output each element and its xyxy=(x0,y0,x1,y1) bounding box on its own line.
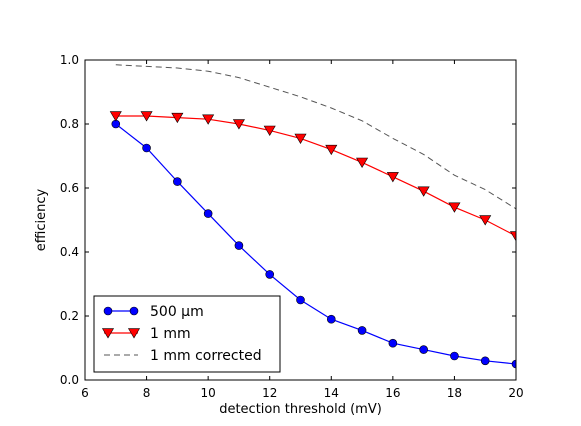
legend: 500 μm 1 mm 1 mm corrected xyxy=(93,295,281,373)
x-tick-label: 10 xyxy=(201,386,216,400)
x-tick-label: 6 xyxy=(81,386,89,400)
y-tick-label: 0.4 xyxy=(60,245,79,259)
series-line-2 xyxy=(115,115,516,237)
y-tick-label: 0.6 xyxy=(60,181,79,195)
data-point-2-8 xyxy=(325,144,338,156)
data-point-2-2 xyxy=(140,111,153,122)
data-point-1-5 xyxy=(234,241,244,250)
data-point-2-3 xyxy=(171,112,184,124)
data-point-2-9 xyxy=(356,157,369,168)
legend-label-3: 1 mm corrected xyxy=(150,348,262,364)
data-point-2-7 xyxy=(294,133,307,144)
x-axis-label: detection threshold (mV) xyxy=(219,402,382,417)
data-point-1-8 xyxy=(326,314,336,324)
series-line-3 xyxy=(115,64,516,210)
legend-marker-1-b xyxy=(129,306,139,316)
data-point-2-6 xyxy=(263,125,276,136)
legend-marker-2-b xyxy=(127,328,141,339)
series-line-1 xyxy=(115,123,516,365)
x-tick-label: 16 xyxy=(385,386,400,400)
series-group xyxy=(109,64,516,369)
legend-marker-1-a xyxy=(103,306,113,316)
x-tick-label: 18 xyxy=(447,386,462,400)
data-point-1-3 xyxy=(173,177,182,186)
legend-label-2: 1 mm xyxy=(150,326,191,342)
x-tick-label: 8 xyxy=(143,386,151,400)
legend-box xyxy=(93,295,281,373)
data-point-2-4 xyxy=(202,114,215,125)
y-tick-label: 0.2 xyxy=(60,309,79,323)
legend-label-1: 500 μm xyxy=(150,304,204,320)
data-point-2-13 xyxy=(479,215,492,226)
data-point-1-11 xyxy=(419,345,428,354)
data-point-2-10 xyxy=(386,172,399,183)
data-point-1-6 xyxy=(265,270,275,279)
data-point-1-12 xyxy=(450,351,459,361)
data-point-1-4 xyxy=(203,209,213,218)
data-point-2-5 xyxy=(232,119,245,130)
data-point-1-9 xyxy=(357,326,367,335)
data-point-1-2 xyxy=(142,143,151,153)
x-tick-label: 14 xyxy=(324,386,339,400)
data-point-2-12 xyxy=(448,202,461,213)
data-point-1-14 xyxy=(511,359,516,369)
y-tick-label: 1.0 xyxy=(60,53,79,67)
y-tick-label: 0.8 xyxy=(60,117,79,131)
legend-marker-2-a xyxy=(101,328,115,339)
x-tick-label: 12 xyxy=(262,386,277,400)
data-point-2-14 xyxy=(509,231,516,242)
x-tick-label: 20 xyxy=(508,386,523,400)
data-point-1-13 xyxy=(480,356,490,366)
y-axis-label: efficiency xyxy=(34,188,49,251)
plot-frame xyxy=(84,59,517,381)
y-tick-label: 0.0 xyxy=(60,373,79,387)
data-point-2-1 xyxy=(109,111,122,122)
data-point-1-10 xyxy=(388,338,398,348)
data-point-2-11 xyxy=(417,186,430,197)
data-point-1-7 xyxy=(296,295,305,305)
